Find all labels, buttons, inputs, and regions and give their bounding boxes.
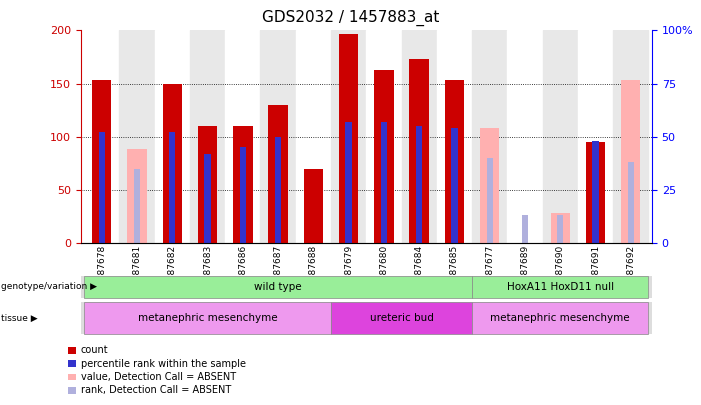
Text: metanephric mesenchyme: metanephric mesenchyme: [138, 313, 278, 323]
Bar: [84, 30, 119, 243]
Text: ureteric bud: ureteric bud: [369, 313, 433, 323]
Bar: [331, 30, 367, 243]
Bar: [205, 153, 211, 243]
Bar: [339, 34, 358, 243]
Bar: [346, 122, 352, 243]
Bar: [198, 126, 217, 243]
Bar: [578, 30, 613, 243]
Text: tissue ▶: tissue ▶: [1, 313, 38, 322]
Text: rank, Detection Call = ABSENT: rank, Detection Call = ABSENT: [81, 386, 231, 395]
Bar: [416, 126, 422, 243]
Text: metanephric mesenchyme: metanephric mesenchyme: [491, 313, 630, 323]
Text: GDS2032 / 1457883_at: GDS2032 / 1457883_at: [261, 10, 440, 26]
Bar: [261, 30, 296, 243]
Bar: [169, 132, 175, 243]
Bar: [621, 80, 641, 243]
Bar: [92, 80, 111, 243]
Bar: [543, 30, 578, 243]
Text: wild type: wild type: [254, 282, 302, 292]
Bar: [508, 30, 543, 243]
Text: genotype/variation ▶: genotype/variation ▶: [1, 282, 97, 292]
Bar: [128, 149, 147, 243]
Bar: [437, 30, 472, 243]
Bar: [472, 30, 508, 243]
Bar: [444, 80, 464, 243]
Bar: [275, 137, 281, 243]
Text: HoxA11 HoxD11 null: HoxA11 HoxD11 null: [507, 282, 614, 292]
Bar: [402, 30, 437, 243]
Bar: [374, 70, 393, 243]
Text: count: count: [81, 345, 108, 355]
Bar: [522, 215, 528, 243]
Bar: [225, 30, 261, 243]
Bar: [550, 213, 570, 243]
Bar: [409, 59, 429, 243]
Bar: [366, 30, 402, 243]
Bar: [163, 83, 182, 243]
Text: percentile rank within the sample: percentile rank within the sample: [81, 359, 245, 369]
Bar: [480, 128, 499, 243]
Bar: [134, 168, 140, 243]
Bar: [557, 215, 564, 243]
Bar: [381, 122, 387, 243]
Bar: [268, 105, 288, 243]
Bar: [240, 147, 246, 243]
Bar: [592, 141, 599, 243]
Bar: [190, 30, 225, 243]
Bar: [155, 30, 190, 243]
Bar: [451, 128, 458, 243]
Bar: [296, 30, 331, 243]
Text: value, Detection Call = ABSENT: value, Detection Call = ABSENT: [81, 372, 236, 382]
Bar: [486, 158, 493, 243]
Bar: [99, 132, 105, 243]
Bar: [613, 30, 648, 243]
Bar: [119, 30, 155, 243]
Bar: [304, 168, 323, 243]
Bar: [586, 142, 605, 243]
Bar: [627, 162, 634, 243]
Bar: [233, 126, 252, 243]
